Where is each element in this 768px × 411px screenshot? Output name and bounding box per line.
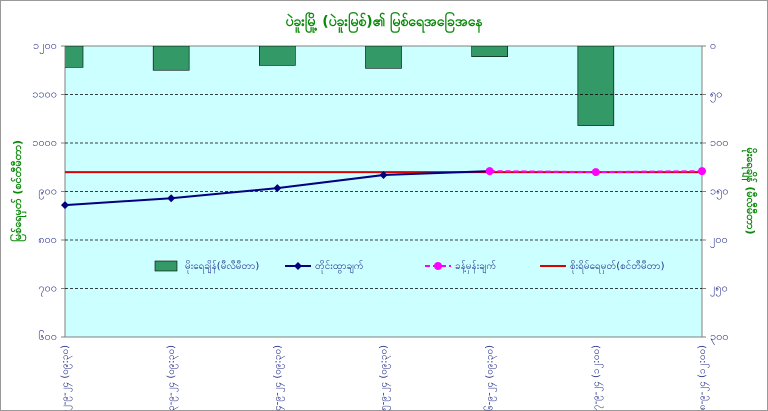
plot-clip [65, 46, 615, 126]
y-axis-label: မြစ်ရေမှတ် (စင်တီမီတာ) [9, 140, 27, 242]
legend-label: မိုးရေချိန်(မီလီမီတာ) [185, 259, 259, 274]
rain-bar [577, 46, 615, 126]
legend-label: တိုင်းထွာချက် [315, 259, 364, 274]
y-tick-label: ၆၀၀ [38, 330, 57, 343]
point [273, 184, 282, 193]
rain-bar [259, 46, 296, 66]
y2-tick-label: ၂၀၀ [710, 233, 728, 248]
x-tick-label: ၁၈-၉-၂၄ (၁၂:၀၀) [697, 345, 710, 411]
legend-marker [294, 262, 302, 270]
legend-swatch [154, 260, 178, 272]
forecast-point [485, 167, 494, 176]
y2-tick-label: ၁၅၀ [710, 185, 729, 200]
rain-bar [365, 46, 402, 69]
x-tick-label: ၁၆-၉-၂၄ (၀၉:၃၀) [483, 345, 498, 411]
x-tick-label: ၁၅-၉-၂၄ (၀၉:၃၀) [379, 345, 392, 411]
x-tick-label: ၁၇-၉-၂၄ (၁၂:၀၀) [591, 345, 604, 411]
chart-title: ပဲခူးမြို့ (ပဲခူးမြစ်)၏ မြစ်ရေအခြေအနေ [285, 12, 483, 33]
y-tick-label: ၁၀၀၀ [32, 136, 57, 149]
y-tick-label: ၁၂၀၀ [33, 39, 57, 54]
rain-bar [471, 46, 508, 57]
legend-marker [434, 262, 442, 270]
y2-tick-label: ၁၀၀ [710, 136, 729, 149]
x-tick-label: ၁၃-၉-၂၄ (၀၉:၃၀) [166, 345, 179, 411]
forecast-point [591, 168, 600, 177]
legend-label: စိုးရိမ်ရေမှတ်(စင်တီမီတာ) [570, 259, 665, 274]
y2-axis-label: မိုးရေချိန် (မီလီမီတာ) [741, 148, 758, 235]
y2-tick-label: ၂၅၀ [710, 282, 728, 297]
forecast-point [698, 167, 706, 176]
y-tick-label: ၇၀၀ [38, 282, 57, 297]
rain-bar [152, 46, 190, 71]
rain-bar [65, 46, 84, 68]
legend-label: ခန့်မှန်းချက် [455, 259, 496, 274]
y2-tick-label: ၃၀၀ [710, 330, 729, 345]
y-tick-label: ၁၁၀၀ [32, 88, 57, 101]
y2-tick-label: ၅၀ [710, 88, 722, 103]
y-tick-label: ၈၀၀ [38, 233, 57, 246]
point [379, 171, 388, 180]
x-tick-label: ၁၄-၉-၂၄ (၀၉:၃၀) [272, 345, 285, 411]
x-tick-label: ၁၂-၉-၂၄ (၀၉:၃၀) [60, 345, 73, 411]
point [61, 201, 69, 210]
y-tick-label: ၉၀၀ [38, 185, 57, 200]
y2-tick-label: ၀ [710, 39, 716, 52]
point [167, 194, 176, 203]
